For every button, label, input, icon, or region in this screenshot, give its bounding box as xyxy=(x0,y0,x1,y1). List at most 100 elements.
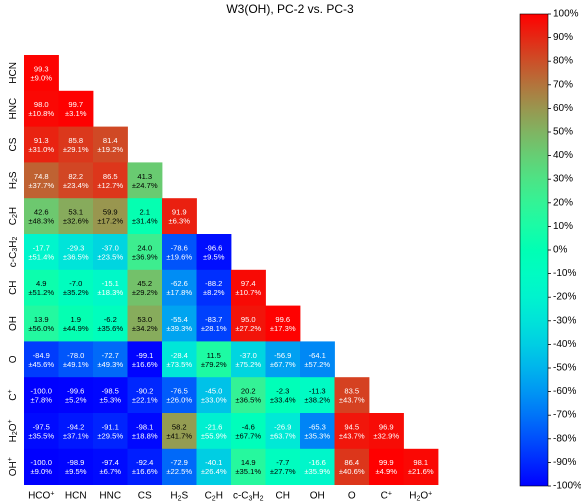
heatmap-cell xyxy=(24,448,59,485)
heatmap-cells: 99.3±9.0%98.0±10.8%99.7±3.1%91.3±31.0%85… xyxy=(24,55,439,485)
cell-error-label: ±37.7% xyxy=(28,181,54,190)
cell-error-label: ±6.7% xyxy=(100,467,122,476)
colorbar-tick-label: 70% xyxy=(553,79,573,90)
cell-value-label: 94.5 xyxy=(344,422,359,431)
cell-error-label: ±49.3% xyxy=(97,360,123,369)
column-label: H2O+ xyxy=(409,491,432,502)
row-label: c-C3H2 xyxy=(8,237,19,268)
cell-error-label: ±67.7% xyxy=(235,431,261,440)
row-label: H2O+ xyxy=(7,419,19,442)
colorbar-tick-label: 50% xyxy=(553,127,573,138)
cell-error-label: ±39.3% xyxy=(166,324,192,333)
cell-value-label: 86.4 xyxy=(344,458,359,467)
cell-error-label: ±36.9% xyxy=(132,252,158,261)
heatmap-cell xyxy=(300,448,335,485)
heatmap-cell xyxy=(93,234,128,271)
heatmap-cell xyxy=(58,377,94,414)
heatmap-cell xyxy=(265,341,301,378)
cell-error-label: ±35.2% xyxy=(63,288,89,297)
cell-value-label: -45.0 xyxy=(205,387,222,396)
colorbar-tick-label: 40% xyxy=(553,150,573,161)
cell-error-label: ±26.0% xyxy=(166,396,192,405)
cell-value-label: -55.4 xyxy=(171,315,188,324)
cell-error-label: ±35.6% xyxy=(97,324,123,333)
colorbar-tick-label: -50% xyxy=(553,363,576,374)
cell-error-label: ±3.1% xyxy=(65,109,87,118)
cell-value-label: 14.9 xyxy=(241,458,256,467)
heatmap-cell xyxy=(24,269,59,306)
row-label: O xyxy=(8,355,19,363)
heatmap-cell xyxy=(231,341,266,378)
cell-error-label: ±8.2% xyxy=(203,288,225,297)
heatmap-cell xyxy=(93,269,128,306)
cell-error-label: ±57.2% xyxy=(304,360,330,369)
heatmap-cell xyxy=(265,448,301,485)
column-label: C+ xyxy=(381,491,392,502)
column-label: C2H xyxy=(205,491,223,502)
heatmap-cell xyxy=(162,269,197,306)
cell-value-label: 98.0 xyxy=(34,100,49,109)
cell-value-label: -84.9 xyxy=(33,351,50,360)
cell-error-label: ±79.2% xyxy=(201,360,227,369)
cell-error-label: ±28.1% xyxy=(201,324,227,333)
cell-value-label: -29.3 xyxy=(67,243,84,252)
cell-error-label: ±43.7% xyxy=(339,431,365,440)
cell-value-label: 81.4 xyxy=(103,136,118,145)
cell-value-label: -78.0 xyxy=(67,351,84,360)
colorbar-tick-label: -100% xyxy=(553,481,581,492)
cell-value-label: -98.1 xyxy=(136,422,153,431)
cell-value-label: 53.0 xyxy=(137,315,152,324)
cell-error-label: ±27.7% xyxy=(270,467,296,476)
colorbar: 100% 90% 80% 70% 60% 50% 40% 30% 20% 10% 0% -10% -20… xyxy=(519,9,581,492)
cell-value-label: -88.2 xyxy=(205,279,222,288)
heatmap-cell xyxy=(24,162,59,199)
cell-error-label: ±31.4% xyxy=(132,217,158,226)
cell-error-label: ±29.1% xyxy=(63,145,89,154)
cell-value-label: 83.5 xyxy=(344,387,359,396)
cell-error-label: ±24.7% xyxy=(132,181,158,190)
heatmap-cell xyxy=(24,413,59,450)
heatmap-cell xyxy=(93,341,128,378)
colorbar-tick-label: -60% xyxy=(553,386,576,397)
row-label: CS xyxy=(8,137,19,151)
chart-title: W3(OH), PC-2 vs. PC-3 xyxy=(226,2,354,16)
colorbar-tick-label: -10% xyxy=(553,268,576,279)
heatmap-cell xyxy=(162,448,197,485)
column-label: HCO+ xyxy=(28,491,54,502)
cell-error-label: ±16.6% xyxy=(132,360,158,369)
heatmap-cell xyxy=(58,448,94,485)
cell-error-label: ±9.0% xyxy=(31,467,53,476)
cell-value-label: 41.3 xyxy=(137,172,152,181)
heatmap-cell xyxy=(93,126,128,163)
heatmap-cell xyxy=(196,269,232,306)
cell-error-label: ±18.3% xyxy=(97,288,123,297)
heatmap-cell xyxy=(265,305,301,342)
row-label: CH xyxy=(8,280,19,294)
cell-value-label: -65.3 xyxy=(309,422,326,431)
cell-value-label: -7.0 xyxy=(69,279,82,288)
cell-value-label: 98.1 xyxy=(413,458,428,467)
heatmap-cell xyxy=(127,162,163,199)
colorbar-gradient xyxy=(519,13,549,487)
heatmap-cell xyxy=(300,377,335,414)
heatmap-cell xyxy=(196,448,232,485)
heatmap-cell xyxy=(93,305,128,342)
colorbar-tick-label: -20% xyxy=(553,292,576,303)
cell-value-label: -15.1 xyxy=(102,279,119,288)
cell-error-label: ±19.6% xyxy=(166,252,192,261)
column-label: OH xyxy=(310,491,325,502)
heatmap-cell xyxy=(58,90,94,127)
cell-value-label: -98.9 xyxy=(67,458,84,467)
cell-value-label: 11.5 xyxy=(207,351,221,360)
cell-error-label: ±35.3% xyxy=(304,431,330,440)
cell-value-label: -40.1 xyxy=(205,458,222,467)
heatmap-cell xyxy=(300,413,335,450)
cell-error-label: ±32.9% xyxy=(373,431,399,440)
row-label: HCN xyxy=(8,62,19,84)
heatmap-cell xyxy=(127,269,163,306)
cell-value-label: 74.8 xyxy=(34,172,49,181)
heatmap-cell xyxy=(231,413,266,450)
cell-error-label: ±43.7% xyxy=(339,396,365,405)
cell-error-label: ±23.4% xyxy=(63,181,89,190)
cell-error-label: ±29.2% xyxy=(132,288,158,297)
